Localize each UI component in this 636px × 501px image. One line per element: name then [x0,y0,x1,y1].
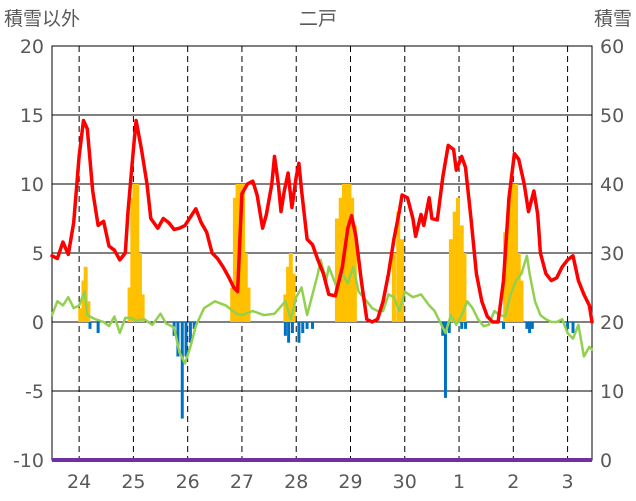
blue-bar [305,322,309,329]
x-tick-label: 3 [562,471,574,493]
snow-depth-bar [132,184,137,322]
left-tick-label: -5 [25,381,44,403]
right-tick-label: 40 [600,174,624,196]
snow-depth-bar [291,273,296,322]
right-tick-label: 20 [600,312,624,334]
blue-bar [88,322,92,329]
snow-depth-bar [140,294,145,322]
snow-depth-bar [459,225,464,322]
blue-bar [502,322,506,329]
right-tick-label: 0 [600,450,612,472]
blue-bar [443,322,447,398]
right-tick-label: 50 [600,105,624,127]
x-tick-label: 27 [230,471,254,493]
right-tick-label: 60 [600,36,624,58]
snow-depth-bar [230,287,235,322]
x-tick-label: 26 [176,471,200,493]
chart-title: 二戸 [299,8,337,30]
red-series-line [50,118,594,324]
snow-depth-bar [338,197,343,322]
left-tick-label: 20 [20,36,44,58]
blue-bar [283,322,287,336]
blue-bar [297,322,301,343]
snow-depth-bar [448,239,453,322]
snow-depth-bar [510,184,515,322]
right-axis-title: 積雪 [594,8,632,30]
blue-bar [464,322,468,329]
snow-depth-bar [232,197,237,322]
snow-depth-bar [246,287,251,322]
snow-depth-bar [455,197,460,322]
line-series [50,118,594,365]
snow-depth-bar [344,184,349,322]
left-tick-label: 15 [20,105,44,127]
x-tick-label: 29 [338,471,362,493]
snow-depth-bar [519,280,524,322]
snow-depth-bar [137,253,142,322]
snow-depth-bar [396,211,401,322]
x-tick-label: 25 [121,471,145,493]
right-tick-label: 30 [600,243,624,265]
snow-depth-bar [334,218,339,322]
snow-depth-bar [350,197,355,322]
blue-bar [192,322,196,329]
blue-bar [287,322,291,343]
snow-depth-bar [86,301,91,322]
blue-bar [96,322,100,334]
blue-bar [301,322,305,334]
snow-depth-bar [243,253,248,322]
blue-bars [88,322,575,419]
snow-depth-bar [127,287,132,322]
blue-bar [188,322,192,343]
snow-depth-bar [400,239,405,322]
snow-depth-bar [506,197,511,322]
snow-depth-bar [135,184,140,322]
snow-depth-bar [462,253,467,322]
snow-depth-bar [347,184,352,322]
left-tick-label: -10 [13,450,44,472]
snow-depth-bar [516,253,521,322]
snow-depth-bar [81,280,86,322]
blue-bar [184,322,188,357]
snow-depth-bar [241,184,246,322]
blue-bar [528,322,532,334]
blue-bar [460,322,464,329]
x-tick-label: 30 [393,471,417,493]
snow-depth-bar [130,197,135,322]
x-tick-label: 24 [67,471,91,493]
blue-bar [447,322,451,334]
x-tick-label: 28 [284,471,308,493]
x-tick-label: 2 [507,471,519,493]
right-tick-label: 10 [600,381,624,403]
snow-depth-bar [391,253,396,322]
blue-bar [311,322,315,329]
blue-bar [180,322,184,419]
snow-depth-bar [78,308,83,322]
left-tick-label: 0 [32,312,44,334]
blue-bar [530,322,534,329]
snow-depth-bar [283,294,288,322]
blue-bar [290,322,294,334]
snow-depth-bar [514,184,519,322]
snow-depth-bar [286,266,291,322]
blue-bar [571,322,575,334]
left-axis-title: 積雪以外 [4,8,80,30]
snow-depth-bar [452,211,457,322]
blue-bar [566,322,570,329]
green-series-line [50,254,594,365]
left-tick-label: 10 [20,174,44,196]
left-tick-label: 5 [32,243,44,265]
snow-depth-bar [288,253,293,322]
blue-bar [525,322,529,329]
x-tick-label: 1 [453,471,465,493]
